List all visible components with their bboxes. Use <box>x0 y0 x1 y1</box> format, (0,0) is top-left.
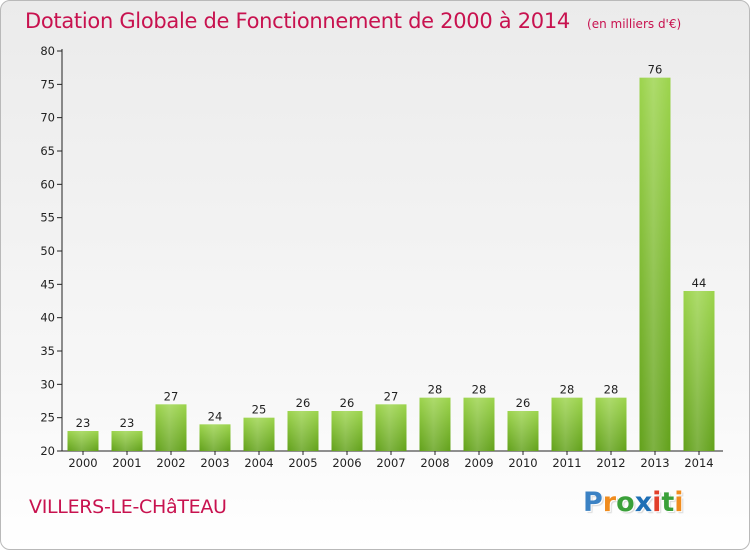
bar-shine-2002 <box>155 404 187 451</box>
x-tick-label: 2004 <box>244 456 273 470</box>
x-tick-label: 2009 <box>464 456 493 470</box>
x-tick-label: 2010 <box>508 456 537 470</box>
y-tick-label: 20 <box>40 444 55 458</box>
bar-shine-2010 <box>507 411 539 451</box>
data-label: 27 <box>384 389 399 403</box>
x-tick-label: 2001 <box>112 456 141 470</box>
bar-shine-2005 <box>287 411 319 451</box>
bar-shine-2013 <box>639 77 671 452</box>
data-label: 28 <box>428 383 443 397</box>
bar-shine-2003 <box>199 424 231 451</box>
y-tick-label: 60 <box>40 177 55 191</box>
bar-shine-2009 <box>463 397 495 451</box>
data-label: 26 <box>516 396 531 410</box>
bar-shine-2001 <box>111 431 143 451</box>
logo-letter: r <box>602 487 617 518</box>
x-tick-label: 2006 <box>332 456 361 470</box>
y-tick-label: 50 <box>40 244 55 258</box>
x-tick-label: 2008 <box>420 456 449 470</box>
y-tick-label: 70 <box>40 111 55 125</box>
x-tick-label: 2012 <box>596 456 625 470</box>
data-label: 27 <box>164 389 179 403</box>
y-tick-label: 75 <box>40 77 55 91</box>
x-tick-label: 2014 <box>684 456 713 470</box>
bar-shine-2012 <box>595 397 627 451</box>
logo-letter: o <box>616 487 635 518</box>
x-tick-label: 2005 <box>288 456 317 470</box>
x-tick-label: 2007 <box>376 456 405 470</box>
data-label: 28 <box>604 383 619 397</box>
x-tick-label: 2003 <box>200 456 229 470</box>
data-label: 24 <box>208 409 223 423</box>
y-tick-label: 35 <box>40 344 55 358</box>
y-tick-label: 80 <box>40 44 55 58</box>
bar-shine-2007 <box>375 404 407 451</box>
data-label: 28 <box>560 383 575 397</box>
data-label: 25 <box>252 403 267 417</box>
data-label: 26 <box>340 396 355 410</box>
data-label: 26 <box>296 396 311 410</box>
bar-shine-2006 <box>331 411 363 451</box>
bar-shine-2008 <box>419 397 451 451</box>
bar-shine-2014 <box>683 291 715 451</box>
logo-letter: x <box>634 487 653 518</box>
y-tick-label: 30 <box>40 377 55 391</box>
chart-title-block: Dotation Globale de Fonctionnement de 20… <box>25 9 681 33</box>
logo-letter: i <box>674 487 684 518</box>
y-tick-label: 40 <box>40 311 55 325</box>
data-label: 23 <box>76 416 91 430</box>
data-label: 76 <box>648 63 663 77</box>
y-tick-label: 45 <box>40 277 55 291</box>
x-tick-label: 2000 <box>68 456 97 470</box>
logo-letter: P <box>583 487 603 518</box>
logo-letter: i <box>652 487 662 518</box>
chart-title: Dotation Globale de Fonctionnement de 20… <box>25 9 570 33</box>
data-label: 28 <box>472 383 487 397</box>
y-tick-label: 55 <box>40 211 55 225</box>
data-label: 44 <box>692 276 707 290</box>
y-tick-label: 25 <box>40 411 55 425</box>
x-tick-label: 2013 <box>640 456 669 470</box>
bar-shine-2011 <box>551 397 583 451</box>
place-name: VILLERS-LE-CHâTEAU <box>29 496 227 518</box>
proxiti-logo: Proxiti <box>583 487 684 518</box>
y-tick-label: 65 <box>40 144 55 158</box>
bar-shine-2000 <box>67 431 99 451</box>
chart-unit: (en milliers d'€) <box>587 17 682 31</box>
x-tick-label: 2011 <box>552 456 581 470</box>
x-tick-label: 2002 <box>156 456 185 470</box>
bar-shine-2004 <box>243 417 275 451</box>
logo-letter: t <box>661 487 675 518</box>
data-label: 23 <box>120 416 135 430</box>
